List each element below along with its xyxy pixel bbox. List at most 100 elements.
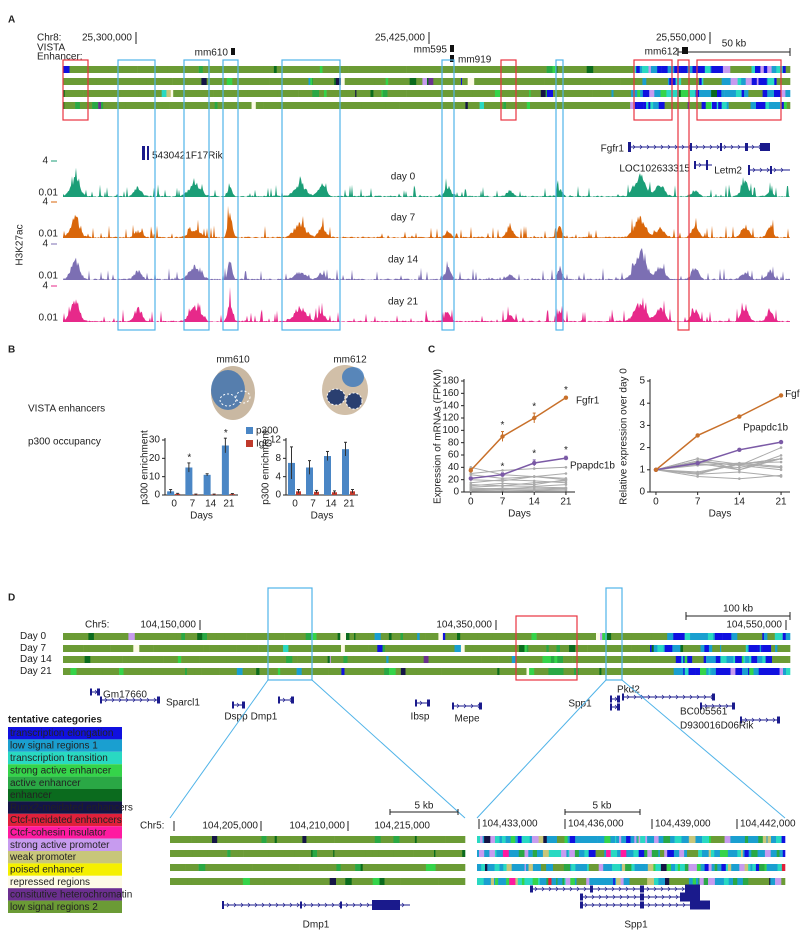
- chromatin-segment: [782, 850, 786, 857]
- track-max: 4: [42, 156, 48, 167]
- chromatin-segment: [356, 668, 373, 675]
- chromatin-segment: [574, 102, 596, 109]
- chromatin-segment: [645, 864, 649, 871]
- chromatin-segment: [735, 656, 743, 663]
- chromatin-segment: [472, 645, 492, 652]
- chromatin-segment: [200, 102, 211, 109]
- chromatin-segment: [733, 656, 736, 663]
- chromatin-segment: [711, 668, 717, 675]
- gene-strand: [612, 894, 616, 900]
- chromatin-segment: [750, 102, 757, 109]
- chromatin-segment: [638, 850, 645, 857]
- chromatin-segment: [512, 850, 520, 857]
- chromatin-segment: [672, 645, 676, 652]
- chromatin-segment: [651, 864, 654, 871]
- chromatin-segment: [517, 878, 523, 885]
- chromatin-segment: [657, 66, 662, 73]
- chromatin-segment: [653, 645, 658, 652]
- point: [564, 483, 568, 486]
- chromatin-segment: [724, 836, 731, 843]
- chromatin-segment: [306, 864, 321, 871]
- series-line: [470, 476, 566, 482]
- exon: [479, 702, 482, 710]
- chromatin-segment: [645, 836, 648, 843]
- chromatin-segment: [748, 836, 753, 843]
- chromatin-segment: [258, 645, 268, 652]
- chromatin-segment: [732, 836, 739, 843]
- chromatin-segment: [738, 836, 746, 843]
- chromatin-segment: [683, 668, 685, 675]
- gene-strand: [752, 167, 756, 173]
- chromatin-segment: [221, 850, 228, 857]
- chromatin-segment: [780, 90, 786, 97]
- chromatin-segment: [614, 102, 631, 109]
- chromatin-segment: [181, 656, 200, 663]
- legend-swatch: [8, 863, 122, 876]
- chromatin-segment: [327, 864, 337, 871]
- chromatin-segment: [261, 850, 270, 857]
- chromatin-segment: [170, 90, 174, 97]
- chromatin-segment: [380, 633, 390, 640]
- legend-swatch: [8, 851, 122, 864]
- chromatin-segment: [631, 633, 652, 640]
- chromatin-segment: [388, 656, 410, 663]
- chromatin-segment: [207, 633, 217, 640]
- chromatin-segment: [788, 656, 791, 663]
- chromatin-segment: [492, 633, 507, 640]
- point: [501, 477, 504, 480]
- y-tick-label: 180: [442, 376, 459, 387]
- chromatin-segment: [511, 78, 531, 85]
- chromatin-segment: [694, 633, 702, 640]
- chromatin-segment: [417, 633, 420, 640]
- chromatin-segment: [742, 668, 749, 675]
- chromatin-segment: [424, 668, 442, 675]
- chromatin-segment: [647, 864, 652, 871]
- x-tick-label: 21: [776, 497, 788, 508]
- chromatin-segment: [524, 864, 527, 871]
- gene-strand: [463, 703, 467, 709]
- point: [779, 460, 783, 464]
- point: [564, 478, 568, 481]
- chromatin-segment: [139, 645, 154, 652]
- chromatin-segment: [453, 878, 466, 885]
- chromatin-segment: [708, 864, 712, 871]
- gene-strand: [765, 717, 769, 723]
- chromatin-segment: [521, 878, 525, 885]
- exon: [242, 701, 245, 709]
- chromatin-segment: [640, 836, 646, 843]
- chromatin-segment: [319, 90, 325, 97]
- gene-label: Fgfr1: [601, 144, 625, 155]
- point: [532, 483, 536, 486]
- chromatin-segment: [659, 656, 677, 663]
- chromatin-segment: [717, 878, 721, 885]
- point: [501, 469, 504, 472]
- chromatin-segment: [300, 102, 306, 109]
- chromatin-segment: [419, 102, 430, 109]
- chromatin-segment: [721, 864, 727, 871]
- chromatin-segment: [75, 102, 81, 109]
- embryos: [211, 365, 368, 420]
- chromatin-segment: [775, 645, 778, 652]
- chromatin-segment: [769, 878, 771, 885]
- chromatin-segment: [741, 78, 744, 85]
- chromatin-segment: [676, 633, 681, 640]
- legend-swatch: [8, 838, 122, 851]
- embryo-stain: [342, 367, 364, 387]
- series-label: Fgfr1: [576, 395, 600, 406]
- chromatin-segment: [749, 668, 754, 675]
- chromatin-segment: [605, 656, 618, 663]
- chromatin-segment: [653, 102, 659, 109]
- gene-strand: [647, 894, 651, 900]
- chromatin-segment: [718, 102, 722, 109]
- chromatin-segment: [344, 668, 357, 675]
- chromatin-segment: [638, 66, 640, 73]
- chromatin-segment: [762, 656, 766, 663]
- exon: [291, 696, 294, 704]
- gene-strand: [310, 902, 314, 908]
- chromatin-segment: [584, 850, 589, 857]
- chromatin-segment: [700, 864, 705, 871]
- chromatin-segment: [701, 78, 704, 85]
- chromatin-segment: [711, 102, 713, 109]
- chromatin-segment: [477, 836, 481, 843]
- chromatin-segment: [269, 878, 292, 885]
